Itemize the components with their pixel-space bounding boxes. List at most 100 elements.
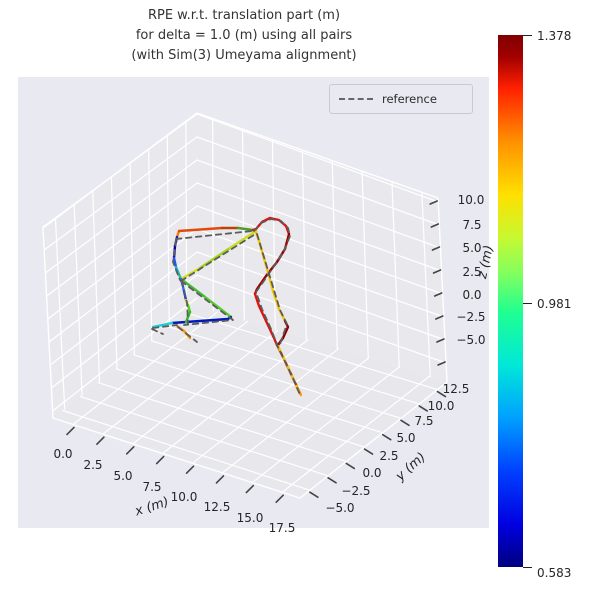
grid-line-z-left-wall	[52, 297, 198, 412]
z-tick-label: 5.0	[462, 241, 482, 255]
y-tick-mark	[327, 477, 337, 484]
grid-line-z-right-wall	[196, 113, 439, 203]
x-tick-mark	[215, 475, 225, 484]
grid-line-y-floor	[115, 368, 366, 448]
y-tick-mark	[345, 462, 356, 470]
y-tick-label: 2.5	[379, 449, 399, 463]
z-tick-label: −5.0	[456, 333, 486, 347]
grid-line-y-floor	[169, 326, 420, 405]
title-line-1: RPE w.r.t. translation part (m)	[147, 8, 341, 23]
grid-line-x-wall	[54, 218, 66, 410]
grid-line-x-floor	[281, 375, 430, 493]
trajectory-reference	[152, 324, 178, 329]
grid-line-x-floor	[221, 357, 370, 474]
grid-line-y-wall	[241, 128, 245, 321]
grid-line-x-wall	[73, 204, 83, 396]
title-line-3: (with Sim(3) Umeyama alignment)	[131, 48, 357, 63]
z-tick-mark	[436, 338, 445, 343]
z-tick-label: −2.5	[456, 310, 486, 324]
trajectory-estimate-segment	[179, 266, 202, 281]
trajectory-reference	[180, 232, 258, 282]
title-line-2: for delta = 1.0 (m) using all pairs	[135, 28, 353, 43]
x-tick-mark	[245, 484, 255, 494]
grid-line-z-left-wall	[49, 251, 198, 366]
x-tick-mark	[96, 436, 105, 445]
colorbar-tick-min	[523, 567, 532, 568]
grid-line-x-wall	[185, 120, 188, 315]
grid-line-z-left-wall	[45, 182, 198, 297]
colorbar-gradient	[498, 35, 523, 567]
pane-outer-edges	[42, 197, 448, 499]
grid-line-y-floor	[62, 409, 311, 491]
trajectory-estimate-segment	[176, 270, 183, 281]
grid-line-y-floor	[97, 382, 347, 463]
trajectory-reference	[181, 280, 189, 325]
grid-line-y-wall	[212, 117, 214, 312]
trajectory-estimate-segment	[198, 246, 232, 270]
trajectory-estimate-segment	[228, 229, 258, 250]
grid-line-y-floor	[133, 354, 384, 434]
grid-line-z-left-wall	[44, 159, 198, 274]
pane-right-wall	[197, 113, 447, 382]
trajectory-reference	[177, 326, 198, 343]
z-tick-mark	[432, 269, 442, 274]
x-tick-mark	[125, 446, 135, 455]
grid-line-x-floor	[72, 311, 218, 426]
z-tick-mark	[433, 292, 443, 297]
grid-line-z-right-wall	[196, 159, 442, 249]
legend: reference	[329, 84, 473, 114]
trajectory-reference	[151, 328, 164, 335]
grid-line-x-floor	[102, 320, 249, 435]
x-tick-mark	[66, 426, 75, 436]
x-tick-label: 0.0	[53, 447, 73, 461]
legend-dashed-line-icon	[339, 98, 373, 100]
grid-line-y-wall	[421, 191, 431, 378]
grid-line-z-left-wall	[47, 205, 198, 320]
trajectory-estimate-segment	[276, 344, 301, 394]
y-tick-label: −2.5	[341, 484, 371, 498]
trajectory-reference	[180, 280, 234, 326]
legend-item-reference: reference	[382, 92, 437, 106]
colorbar-tick-mid	[523, 303, 532, 304]
y-tick-mark	[400, 419, 410, 427]
y-tick-label: −5.0	[325, 501, 355, 515]
grid-line-y-wall	[391, 181, 400, 369]
z-tick-label: 10.0	[457, 193, 485, 207]
grid-line-y-floor	[79, 396, 329, 477]
x-tick-label: 17.5	[268, 521, 296, 535]
z-tick-mark	[430, 223, 440, 228]
trajectory-reference	[256, 233, 288, 348]
grid-line-y-floor	[187, 312, 439, 391]
grid-line-x-floor	[191, 348, 339, 464]
x-tick-mark	[185, 465, 195, 475]
pane-top-edges	[42, 112, 439, 229]
y-tick-mark	[418, 405, 429, 412]
x-tick-label: 5.0	[113, 469, 133, 483]
grid-line-z-left-wall	[48, 228, 198, 343]
grid-line-y-floor	[151, 340, 402, 419]
trajectory-estimate-segment	[186, 303, 192, 314]
x-tick-label: 15.0	[236, 511, 264, 525]
trajectory-estimate-segment	[170, 317, 230, 325]
grid-line-z-right-wall	[196, 205, 444, 295]
grid-line-z-left-wall	[50, 274, 198, 389]
z-tick-label: 7.5	[462, 218, 482, 232]
grid-line-x-wall	[129, 162, 135, 356]
y-tick-label: 12.5	[442, 382, 470, 396]
y-tick-label: 7.5	[414, 414, 434, 428]
x-tick-mark	[155, 455, 165, 465]
x-tick-label: 2.5	[83, 458, 103, 472]
grid-line-z-right-wall	[196, 274, 447, 364]
trajectory-reference	[253, 218, 302, 398]
z-tick-mark	[431, 246, 441, 251]
grid-line-x-floor	[132, 329, 279, 445]
y-tick-mark	[363, 448, 374, 455]
x-tick-label: 12.5	[203, 500, 231, 514]
grid-line-x-wall	[166, 134, 170, 329]
grid-line-x-wall	[110, 176, 118, 369]
y-tick-mark	[381, 433, 392, 441]
grid-line-z-right-wall	[196, 182, 443, 272]
trajectory-estimate-segment	[172, 256, 178, 269]
pane-floor	[53, 306, 447, 498]
